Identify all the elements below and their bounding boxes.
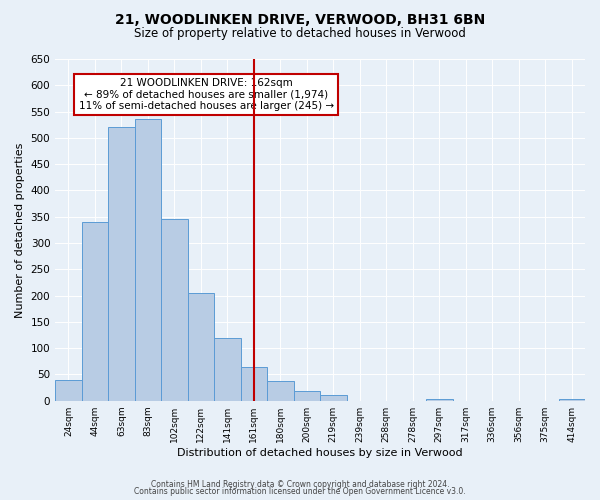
Y-axis label: Number of detached properties: Number of detached properties bbox=[15, 142, 25, 318]
Bar bbox=[214, 338, 241, 400]
Bar bbox=[241, 366, 267, 400]
Bar bbox=[320, 396, 347, 400]
Bar bbox=[161, 220, 188, 400]
Bar bbox=[426, 399, 452, 400]
Bar bbox=[82, 222, 108, 400]
Bar bbox=[188, 293, 214, 401]
Bar bbox=[55, 380, 82, 400]
Bar bbox=[108, 128, 134, 400]
Text: Size of property relative to detached houses in Verwood: Size of property relative to detached ho… bbox=[134, 28, 466, 40]
Bar bbox=[293, 391, 320, 400]
Text: Contains HM Land Registry data © Crown copyright and database right 2024.: Contains HM Land Registry data © Crown c… bbox=[151, 480, 449, 489]
Text: 21 WOODLINKEN DRIVE: 162sqm
← 89% of detached houses are smaller (1,974)
11% of : 21 WOODLINKEN DRIVE: 162sqm ← 89% of det… bbox=[79, 78, 334, 111]
X-axis label: Distribution of detached houses by size in Verwood: Distribution of detached houses by size … bbox=[177, 448, 463, 458]
Text: 21, WOODLINKEN DRIVE, VERWOOD, BH31 6BN: 21, WOODLINKEN DRIVE, VERWOOD, BH31 6BN bbox=[115, 12, 485, 26]
Text: Contains public sector information licensed under the Open Government Licence v3: Contains public sector information licen… bbox=[134, 487, 466, 496]
Bar bbox=[559, 399, 585, 400]
Bar bbox=[134, 120, 161, 400]
Bar bbox=[267, 380, 293, 400]
